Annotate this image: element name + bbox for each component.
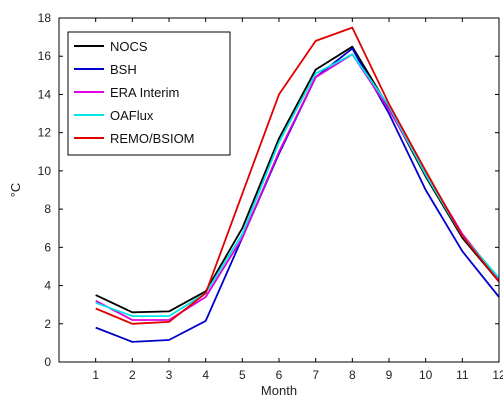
legend-label: REMO/BSIOM [110, 131, 195, 146]
y-axis-label: °C [8, 183, 23, 198]
x-tick-label: 7 [312, 368, 319, 382]
y-tick-label: 12 [38, 126, 52, 140]
x-tick-label: 4 [202, 368, 209, 382]
legend-label: OAFlux [110, 108, 154, 123]
legend-label: BSH [110, 62, 137, 77]
legend-label: ERA Interim [110, 85, 179, 100]
y-tick-label: 0 [44, 355, 51, 369]
y-tick-label: 14 [38, 87, 52, 101]
legend-box [67, 31, 231, 156]
x-tick-label: 9 [386, 368, 393, 382]
x-tick-label: 11 [456, 368, 469, 382]
y-tick-label: 18 [38, 11, 52, 25]
y-tick-label: 4 [44, 279, 51, 293]
x-tick-label: 1 [92, 368, 99, 382]
series-layer [95, 26, 500, 343]
x-tick-label: 8 [349, 368, 356, 382]
x-tick-label: 6 [276, 368, 283, 382]
x-tick-label: 10 [419, 368, 433, 382]
y-tick-label: 2 [44, 317, 51, 331]
x-tick-label: 3 [166, 368, 173, 382]
x-tick-label: 5 [239, 368, 246, 382]
y-tick-label: 6 [44, 240, 51, 254]
y-tick-label: 16 [38, 49, 52, 63]
series-line-remo-bsiom [95, 26, 500, 325]
series-line-oaflux [95, 53, 500, 318]
legend: NOCS BSH ERA Interim OAFlux REMO/BSIOM [67, 31, 231, 156]
series-line-nocs [95, 45, 500, 314]
y-tick-label: 8 [44, 202, 51, 216]
x-tick-label: 12 [492, 368, 503, 382]
x-axis-label: Month [261, 383, 297, 398]
legend-label: NOCS [110, 39, 148, 54]
y-tick-label: 10 [38, 164, 52, 178]
x-tick-label: 2 [129, 368, 136, 382]
